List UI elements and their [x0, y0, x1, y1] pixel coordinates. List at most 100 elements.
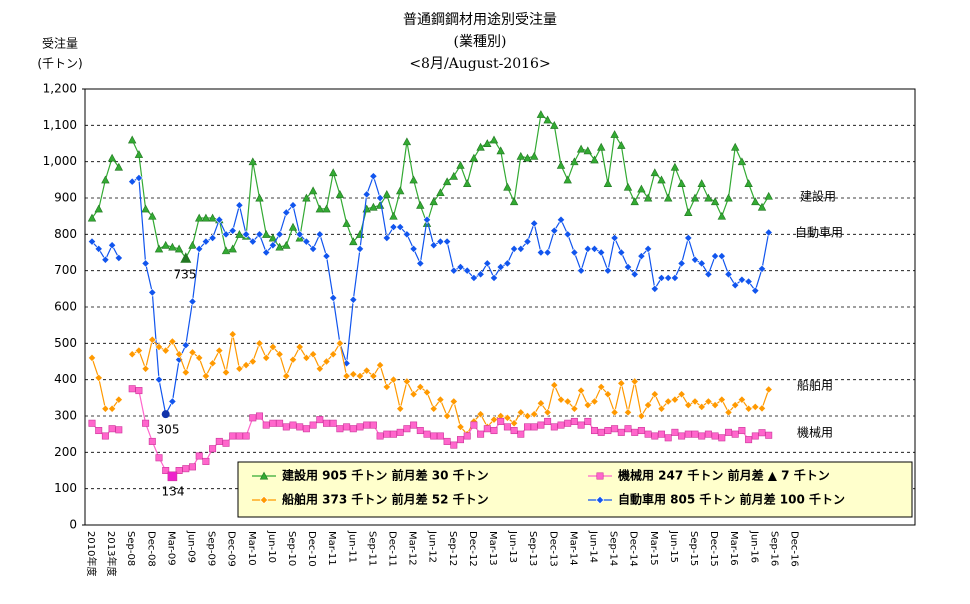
marker: [657, 404, 666, 413]
series-label: 自動車用: [795, 226, 843, 240]
marker: [335, 339, 345, 348]
marker: [228, 330, 237, 339]
marker: [255, 412, 263, 420]
marker: [496, 146, 505, 155]
marker: [182, 465, 190, 473]
marker: [704, 193, 713, 202]
marker: [617, 379, 626, 388]
marker: [295, 230, 304, 239]
marker: [557, 421, 565, 429]
marker: [88, 419, 96, 427]
x-tick-label: Dec-12: [467, 531, 478, 567]
marker: [503, 423, 511, 431]
marker: [128, 350, 137, 359]
marker: [288, 201, 298, 210]
marker: [724, 408, 733, 417]
marker: [744, 179, 753, 187]
marker: [288, 222, 298, 231]
marker: [765, 431, 773, 439]
marker: [94, 244, 103, 253]
marker: [362, 190, 371, 199]
marker: [530, 423, 538, 431]
marker: [141, 259, 150, 268]
marker: [262, 353, 271, 362]
marker: [516, 244, 525, 253]
marker: [442, 411, 452, 421]
x-tick-label: Mar-09: [165, 531, 176, 566]
y-tick-label: 1,000: [43, 154, 77, 168]
marker: [180, 252, 192, 263]
marker: [194, 213, 204, 222]
marker: [724, 428, 732, 436]
marker: [670, 162, 680, 171]
marker: [261, 229, 271, 238]
marker: [228, 226, 237, 235]
y-tick-label: 900: [54, 191, 77, 205]
y-tick-label: 800: [54, 227, 77, 241]
marker: [202, 457, 210, 465]
marker: [289, 421, 297, 429]
marker: [550, 226, 559, 235]
y-axis-label: (千トン): [37, 57, 82, 71]
marker: [724, 193, 733, 202]
marker: [409, 244, 418, 253]
marker: [617, 248, 626, 257]
marker: [690, 193, 700, 202]
marker: [255, 230, 264, 239]
marker: [162, 466, 170, 474]
marker: [282, 208, 291, 217]
marker: [476, 410, 485, 419]
marker: [677, 179, 686, 187]
marker: [745, 436, 753, 444]
marker: [402, 137, 412, 146]
marker: [429, 197, 438, 206]
marker: [161, 240, 170, 249]
marker: [369, 371, 378, 381]
x-tick-label: Dec-15: [708, 531, 719, 567]
marker: [483, 425, 491, 433]
marker: [550, 120, 559, 129]
marker: [717, 252, 726, 261]
legend-box: [237, 461, 913, 518]
marker: [107, 153, 117, 162]
marker: [168, 397, 177, 406]
x-tick-label: Mar-13: [487, 531, 498, 566]
marker: [235, 201, 244, 210]
marker: [375, 361, 385, 370]
marker: [590, 427, 598, 435]
marker: [429, 404, 438, 413]
marker: [584, 417, 592, 425]
marker: [737, 275, 747, 284]
marker: [430, 432, 438, 440]
marker: [248, 237, 257, 246]
marker: [583, 400, 592, 410]
marker: [369, 172, 378, 181]
marker: [389, 430, 397, 438]
marker: [416, 427, 424, 435]
marker: [731, 281, 740, 290]
x-tick-label: Sep-13: [527, 531, 538, 566]
marker: [510, 427, 518, 435]
marker: [409, 390, 418, 399]
marker: [302, 425, 310, 433]
marker: [637, 252, 646, 261]
marker: [597, 428, 605, 436]
marker: [450, 441, 458, 449]
marker: [410, 421, 418, 429]
y-tick-label: 200: [54, 445, 77, 459]
marker: [470, 421, 478, 429]
marker: [617, 140, 626, 149]
marker: [543, 408, 552, 417]
marker: [249, 414, 257, 422]
marker: [462, 179, 472, 187]
marker: [710, 400, 720, 410]
marker: [530, 219, 539, 228]
x-tick-label: Jun-15: [668, 530, 679, 563]
marker: [308, 244, 318, 253]
marker: [268, 342, 278, 352]
marker: [221, 230, 231, 239]
marker: [335, 190, 345, 198]
marker: [262, 421, 270, 429]
marker: [623, 182, 633, 191]
marker: [684, 400, 693, 410]
